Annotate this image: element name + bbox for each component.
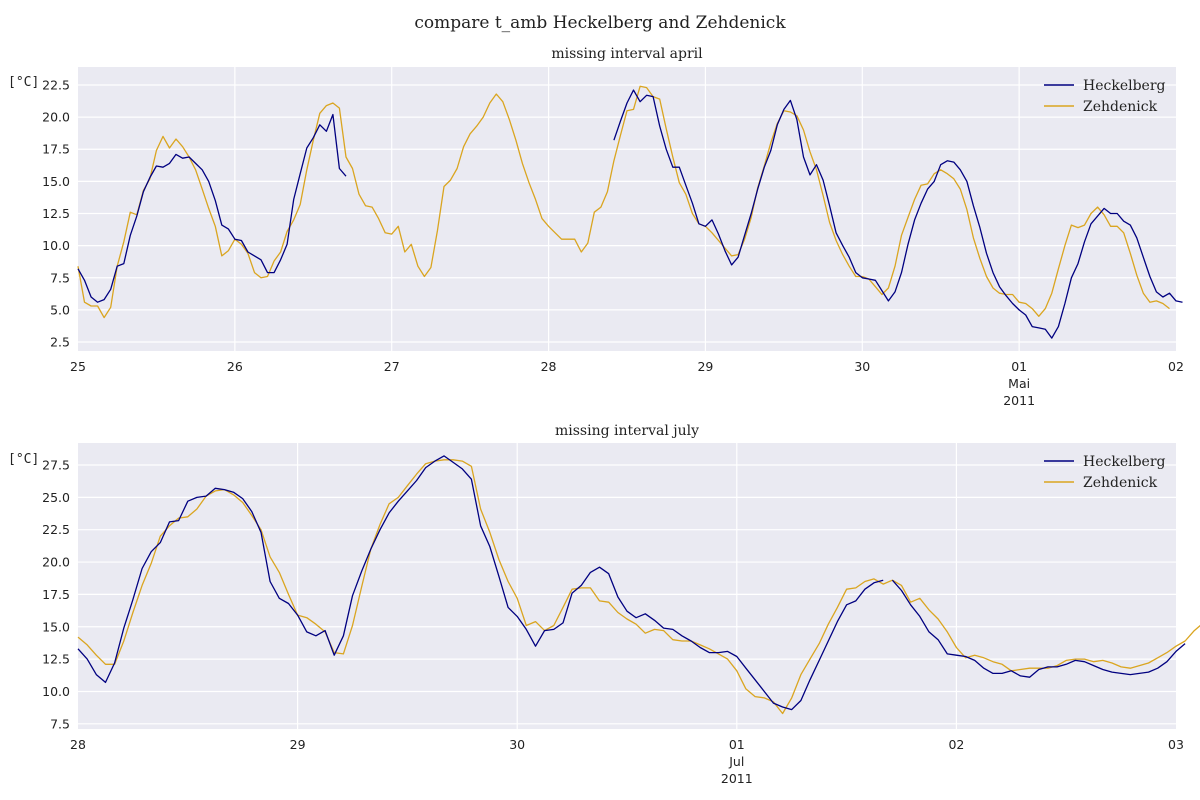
y-tick-label: 12.5 bbox=[42, 206, 70, 221]
panel-title: missing interval april bbox=[551, 46, 703, 62]
x-tick-label: 29 bbox=[697, 359, 713, 374]
series-line-heckelberg bbox=[613, 89, 1183, 339]
x-tick-label: 01 bbox=[1011, 359, 1027, 374]
y-unit-label: [°C] bbox=[8, 75, 39, 90]
figure-title: compare t_amb Heckelberg and Zehdenick bbox=[414, 13, 786, 33]
y-tick-label: 10.0 bbox=[42, 684, 70, 699]
x-tick-label: 30 bbox=[509, 737, 525, 752]
x-tick-label: 30 bbox=[854, 359, 870, 374]
x-tick-labels: 28 29 30 01 Jul 2011 02 03 bbox=[70, 737, 1184, 786]
x-tick-sublabel: 2011 bbox=[1003, 393, 1035, 408]
legend-label: Heckelberg bbox=[1083, 454, 1166, 470]
y-tick-label: 7.5 bbox=[50, 716, 70, 731]
y-tick-label: 2.5 bbox=[50, 335, 70, 350]
x-tick-label: 02 bbox=[948, 737, 964, 752]
y-tick-label: 12.5 bbox=[42, 652, 70, 667]
y-tick-label: 22.5 bbox=[42, 522, 70, 537]
legend-label: Zehdenick bbox=[1083, 99, 1158, 115]
y-tick-label: 20.0 bbox=[42, 555, 70, 570]
series-line-zehdenick bbox=[77, 85, 1170, 319]
x-tick-label: 28 bbox=[70, 737, 86, 752]
y-unit-label: [°C] bbox=[8, 452, 39, 467]
y-tick-label: 27.5 bbox=[42, 458, 70, 473]
y-tick-label: 15.0 bbox=[42, 619, 70, 634]
x-tick-sublabel: Jul bbox=[728, 754, 744, 769]
panel-july: missing interval july 7.5 10.0 12.5 15.0 17.… bbox=[8, 423, 1200, 786]
x-tick-label: 29 bbox=[290, 737, 306, 752]
plot-area bbox=[78, 67, 1176, 351]
legend: Heckelberg Zehdenick bbox=[1044, 78, 1166, 115]
x-tick-sublabel: Mai bbox=[1008, 376, 1030, 391]
x-tick-label: 03 bbox=[1168, 737, 1184, 752]
panel-title: missing interval july bbox=[555, 423, 699, 439]
series-line-zehdenick bbox=[77, 459, 1200, 715]
legend-label: Zehdenick bbox=[1083, 475, 1158, 491]
y-tick-label: 17.5 bbox=[42, 587, 70, 602]
series-line-heckelberg bbox=[77, 455, 884, 711]
series-lines bbox=[77, 85, 1183, 339]
x-tick-label: 27 bbox=[384, 359, 400, 374]
series-line-heckelberg bbox=[77, 113, 347, 303]
y-tick-label: 17.5 bbox=[42, 142, 70, 157]
x-tick-sublabel: 2011 bbox=[721, 771, 753, 786]
y-tick-label: 7.5 bbox=[50, 270, 70, 285]
y-tick-label: 20.0 bbox=[42, 110, 70, 125]
x-tick-labels: 25 26 27 28 29 30 01 Mai 2011 02 bbox=[70, 359, 1184, 408]
y-tick-labels: 2.5 5.0 7.5 10.0 12.5 15.0 17.5 20.0 22.5 bbox=[42, 77, 70, 349]
x-tick-label: 25 bbox=[70, 359, 86, 374]
plot-area bbox=[78, 443, 1176, 729]
y-tick-label: 5.0 bbox=[50, 302, 70, 317]
x-tick-label: 26 bbox=[227, 359, 243, 374]
y-tick-labels: 7.5 10.0 12.5 15.0 17.5 20.0 22.5 25.0 27.5 bbox=[42, 458, 70, 732]
x-tick-label: 02 bbox=[1168, 359, 1184, 374]
y-tick-label: 10.0 bbox=[42, 238, 70, 253]
x-tick-label: 01 bbox=[729, 737, 745, 752]
legend-label: Heckelberg bbox=[1083, 78, 1166, 94]
x-tick-label: 28 bbox=[541, 359, 557, 374]
legend: Heckelberg Zehdenick bbox=[1044, 454, 1166, 491]
y-tick-label: 25.0 bbox=[42, 490, 70, 505]
series-line-heckelberg bbox=[891, 579, 1186, 678]
y-tick-label: 22.5 bbox=[42, 77, 70, 92]
y-tick-label: 15.0 bbox=[42, 174, 70, 189]
series-lines bbox=[77, 455, 1200, 715]
panel-april: missing interval april 2.5 5.0 7.5 10.0 12.5… bbox=[8, 46, 1184, 408]
